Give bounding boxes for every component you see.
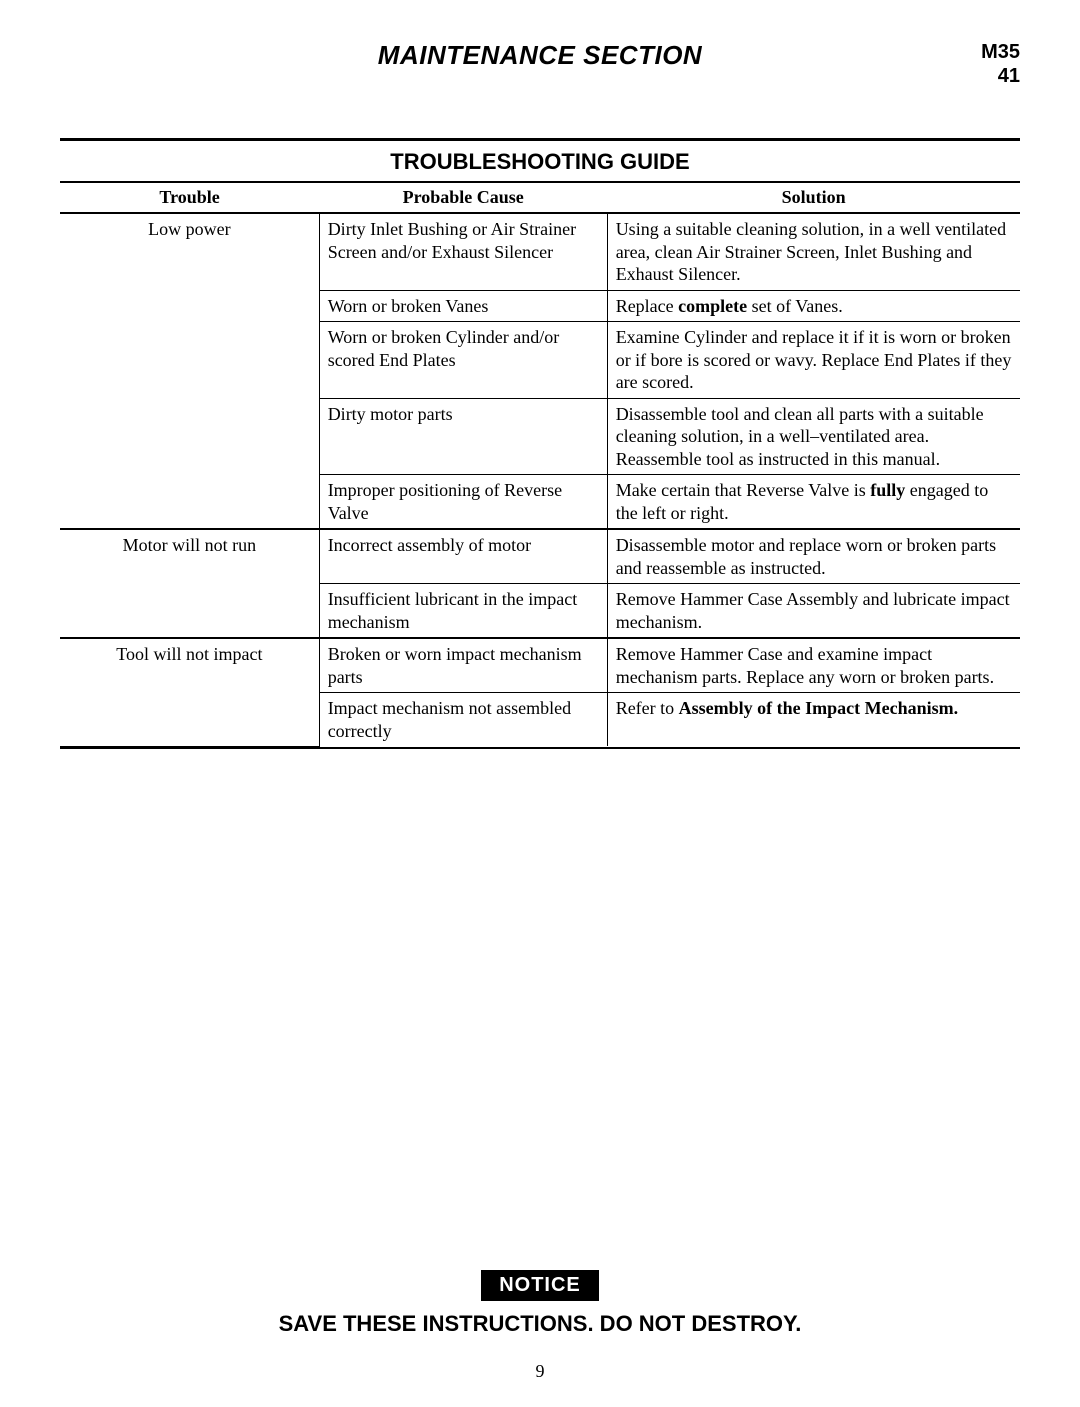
solution-cell: Examine Cylinder and replace it if it is… <box>607 322 1020 399</box>
solution-cell: Remove Hammer Case and examine impact me… <box>607 638 1020 693</box>
table-title: TROUBLESHOOTING GUIDE <box>60 141 1020 181</box>
section-title: MAINTENANCE SECTION <box>120 40 960 71</box>
solution-cell: Remove Hammer Case Assembly and lubricat… <box>607 584 1020 639</box>
cause-cell: Worn or broken Cylinder and/or scored En… <box>319 322 607 399</box>
trouble-cell: Low power <box>60 213 319 529</box>
solution-cell: Make certain that Reverse Valve is fully… <box>607 475 1020 530</box>
solution-cell: Using a suitable cleaning solution, in a… <box>607 213 1020 290</box>
ref-model: M35 <box>960 40 1020 64</box>
solution-cell: Refer to Assembly of the Impact Mechanis… <box>607 693 1020 747</box>
solution-cell: Disassemble motor and replace worn or br… <box>607 529 1020 584</box>
cause-cell: Insufficient lubricant in the impact mec… <box>319 584 607 639</box>
table-header-row: Trouble Probable Cause Solution <box>60 182 1020 213</box>
trouble-cell: Tool will not impact <box>60 638 319 746</box>
cause-cell: Impact mechanism not assembled correctly <box>319 693 607 747</box>
cause-cell: Improper positioning of Reverse Valve <box>319 475 607 530</box>
cause-cell: Incorrect assembly of motor <box>319 529 607 584</box>
notice-block: NOTICE SAVE THESE INSTRUCTIONS. DO NOT D… <box>0 1270 1080 1337</box>
table-row: Low powerDirty Inlet Bushing or Air Stra… <box>60 213 1020 290</box>
table-row: Motor will not runIncorrect assembly of … <box>60 529 1020 584</box>
col-solution: Solution <box>607 182 1020 213</box>
cause-cell: Dirty Inlet Bushing or Air Strainer Scre… <box>319 213 607 290</box>
solution-cell: Replace complete set of Vanes. <box>607 290 1020 322</box>
header-row: MAINTENANCE SECTION M35 41 <box>60 40 1020 88</box>
table-row: Tool will not impactBroken or worn impac… <box>60 638 1020 693</box>
col-trouble: Trouble <box>60 182 319 213</box>
notice-badge: NOTICE <box>481 1270 599 1301</box>
solution-cell: Disassemble tool and clean all parts wit… <box>607 398 1020 475</box>
cause-cell: Broken or worn impact mechanism parts <box>319 638 607 693</box>
notice-text: SAVE THESE INSTRUCTIONS. DO NOT DESTROY. <box>0 1311 1080 1337</box>
col-cause: Probable Cause <box>319 182 607 213</box>
ref-page: 41 <box>960 64 1020 88</box>
trouble-cell: Motor will not run <box>60 529 319 638</box>
troubleshooting-table: Trouble Probable Cause Solution Low powe… <box>60 181 1020 747</box>
page-ref: M35 41 <box>960 40 1020 88</box>
page-number: 9 <box>0 1361 1080 1382</box>
cause-cell: Worn or broken Vanes <box>319 290 607 322</box>
cause-cell: Dirty motor parts <box>319 398 607 475</box>
troubleshooting-table-wrap: TROUBLESHOOTING GUIDE Trouble Probable C… <box>60 138 1020 749</box>
